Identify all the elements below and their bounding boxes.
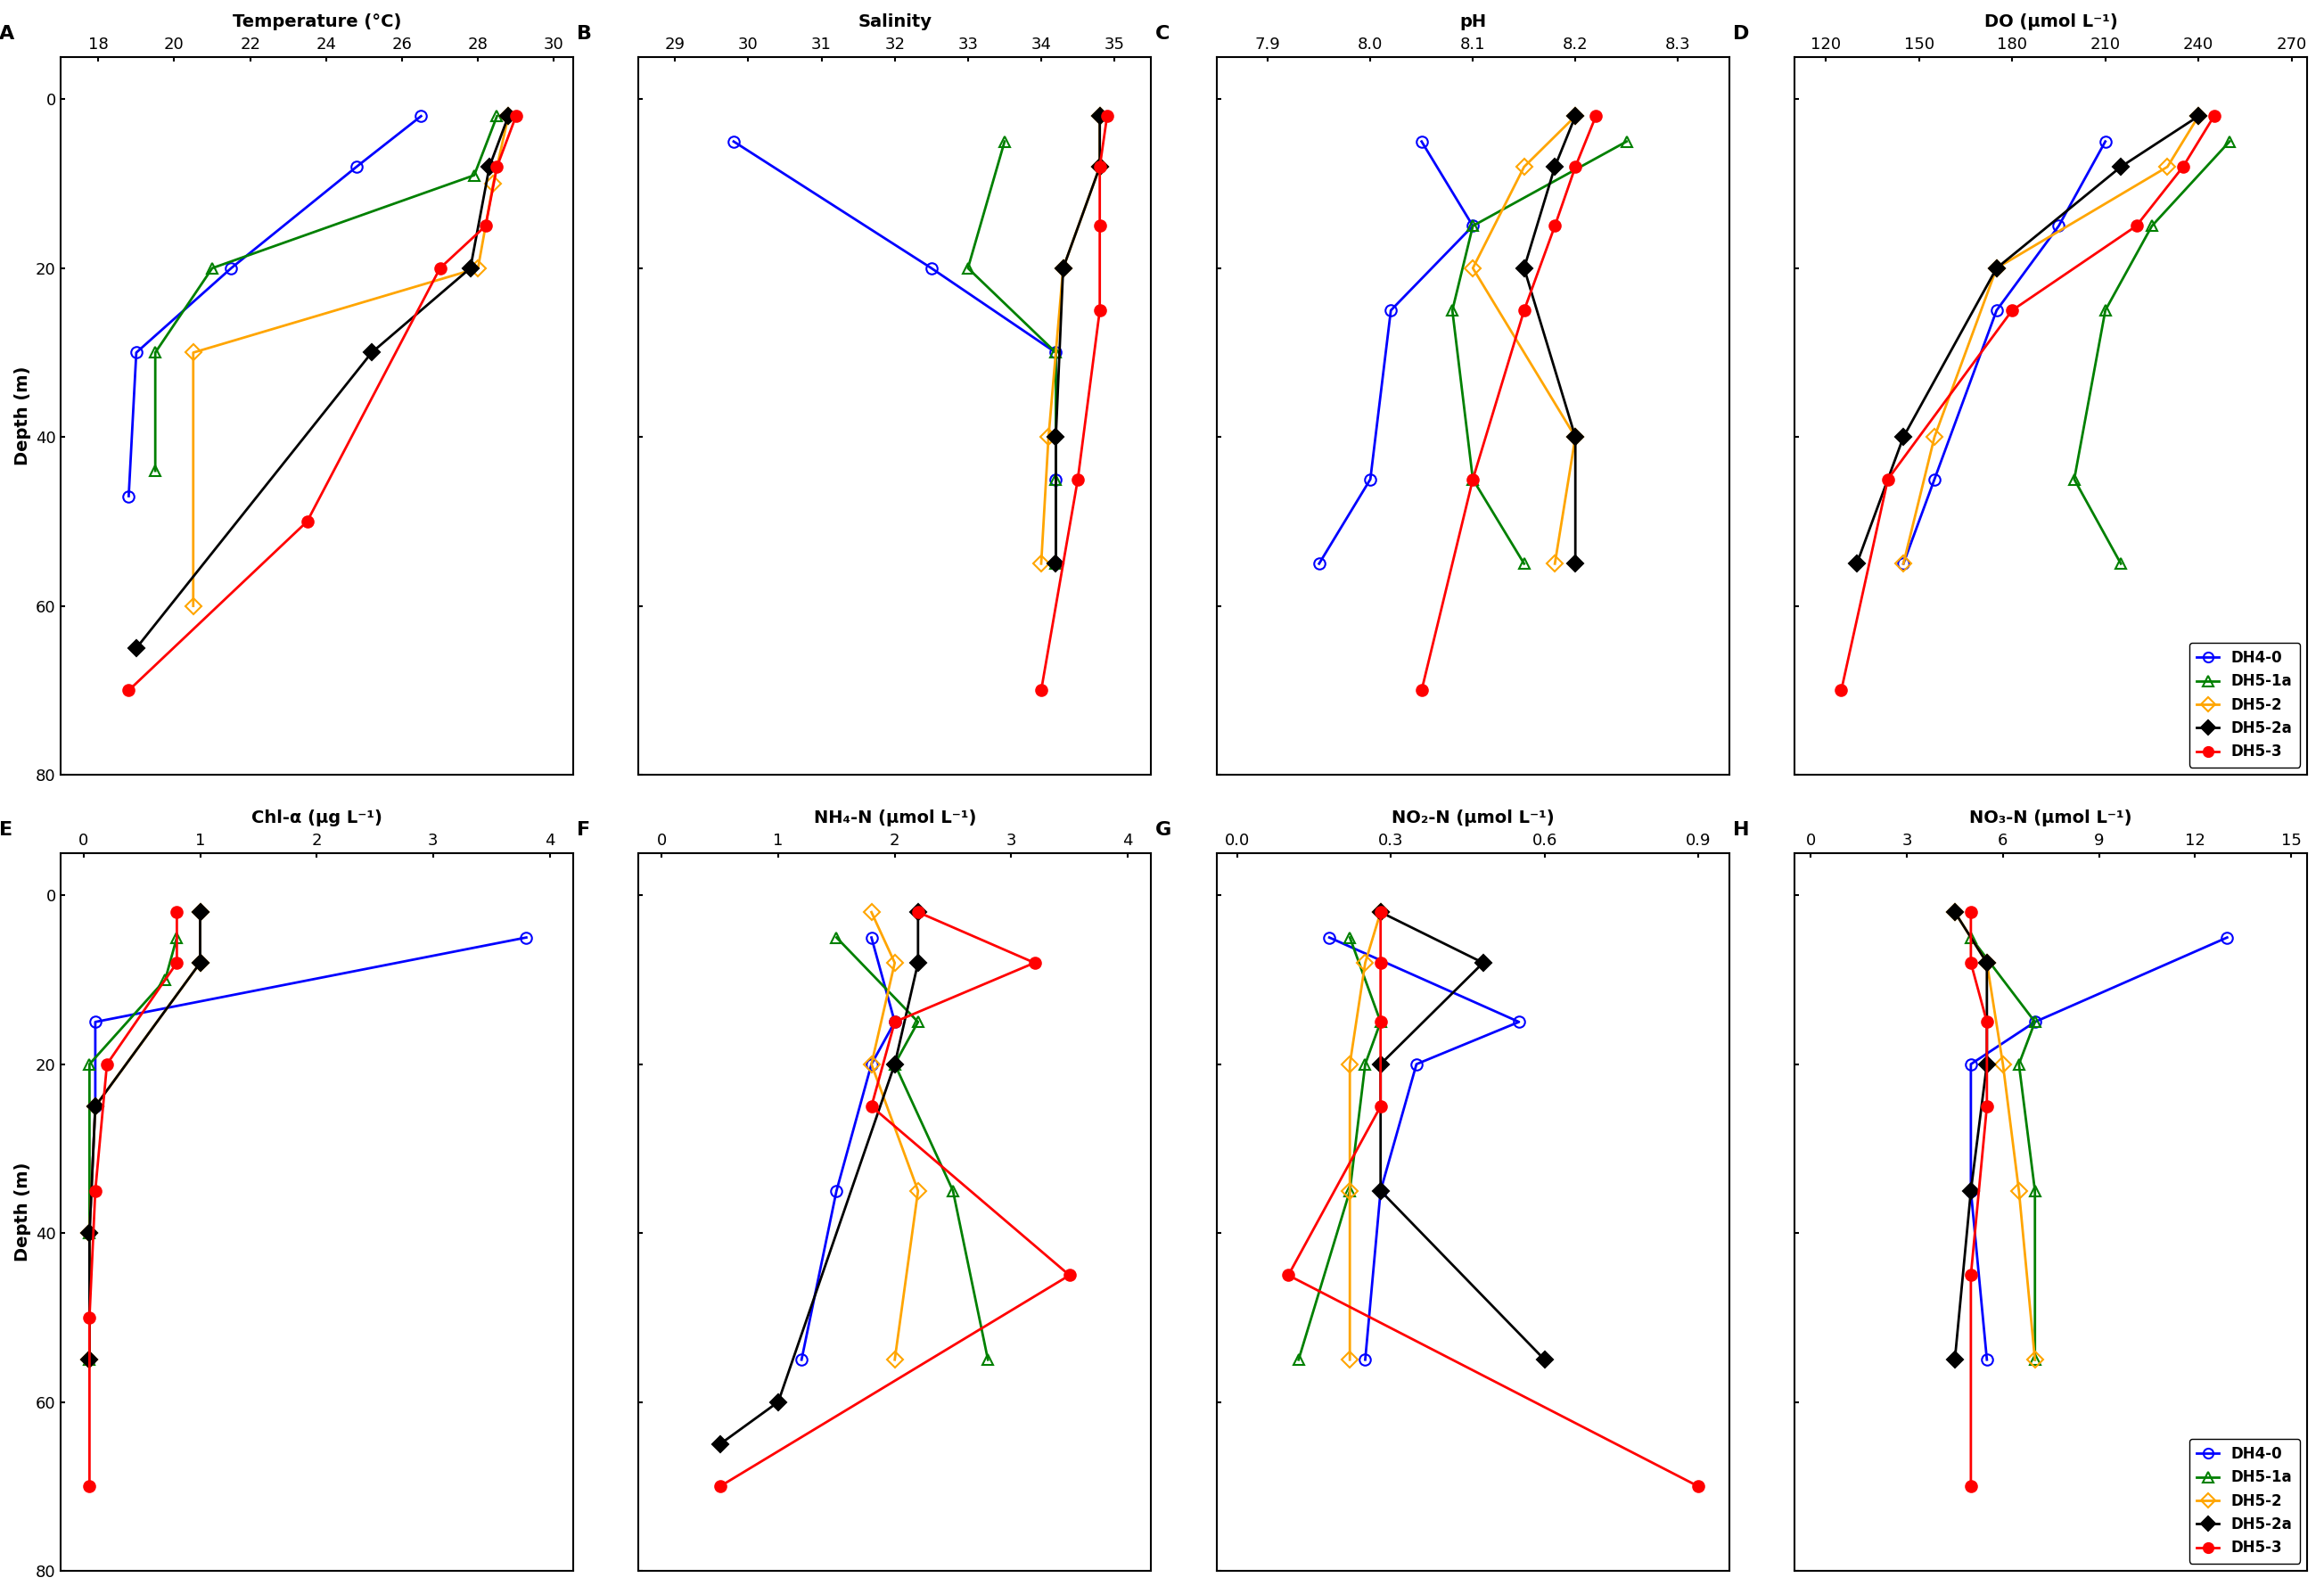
- Y-axis label: Depth (m): Depth (m): [14, 367, 30, 465]
- X-axis label: NH₄-N (μmol L⁻¹): NH₄-N (μmol L⁻¹): [813, 810, 976, 826]
- X-axis label: NO₂-N (μmol L⁻¹): NO₂-N (μmol L⁻¹): [1392, 810, 1555, 826]
- X-axis label: Chl-α (μg L⁻¹): Chl-α (μg L⁻¹): [251, 810, 381, 826]
- Text: B: B: [576, 26, 593, 43]
- X-axis label: NO₃-N (μmol L⁻¹): NO₃-N (μmol L⁻¹): [1971, 810, 2133, 826]
- X-axis label: pH: pH: [1459, 13, 1487, 30]
- X-axis label: Temperature (°C): Temperature (°C): [232, 13, 402, 30]
- Text: A: A: [0, 26, 14, 43]
- Text: H: H: [1734, 821, 1750, 838]
- Legend: DH4-0, DH5-1a, DH5-2, DH5-2a, DH5-3: DH4-0, DH5-1a, DH5-2, DH5-2a, DH5-3: [2189, 1438, 2301, 1564]
- Text: C: C: [1155, 26, 1169, 43]
- Text: E: E: [0, 821, 12, 838]
- Text: G: G: [1155, 821, 1171, 838]
- Legend: DH4-0, DH5-1a, DH5-2, DH5-2a, DH5-3: DH4-0, DH5-1a, DH5-2, DH5-2a, DH5-3: [2189, 642, 2301, 767]
- Text: D: D: [1734, 26, 1750, 43]
- X-axis label: Salinity: Salinity: [858, 13, 932, 30]
- Text: F: F: [576, 821, 590, 838]
- X-axis label: DO (μmol L⁻¹): DO (μmol L⁻¹): [1985, 13, 2117, 30]
- Y-axis label: Depth (m): Depth (m): [14, 1162, 30, 1261]
